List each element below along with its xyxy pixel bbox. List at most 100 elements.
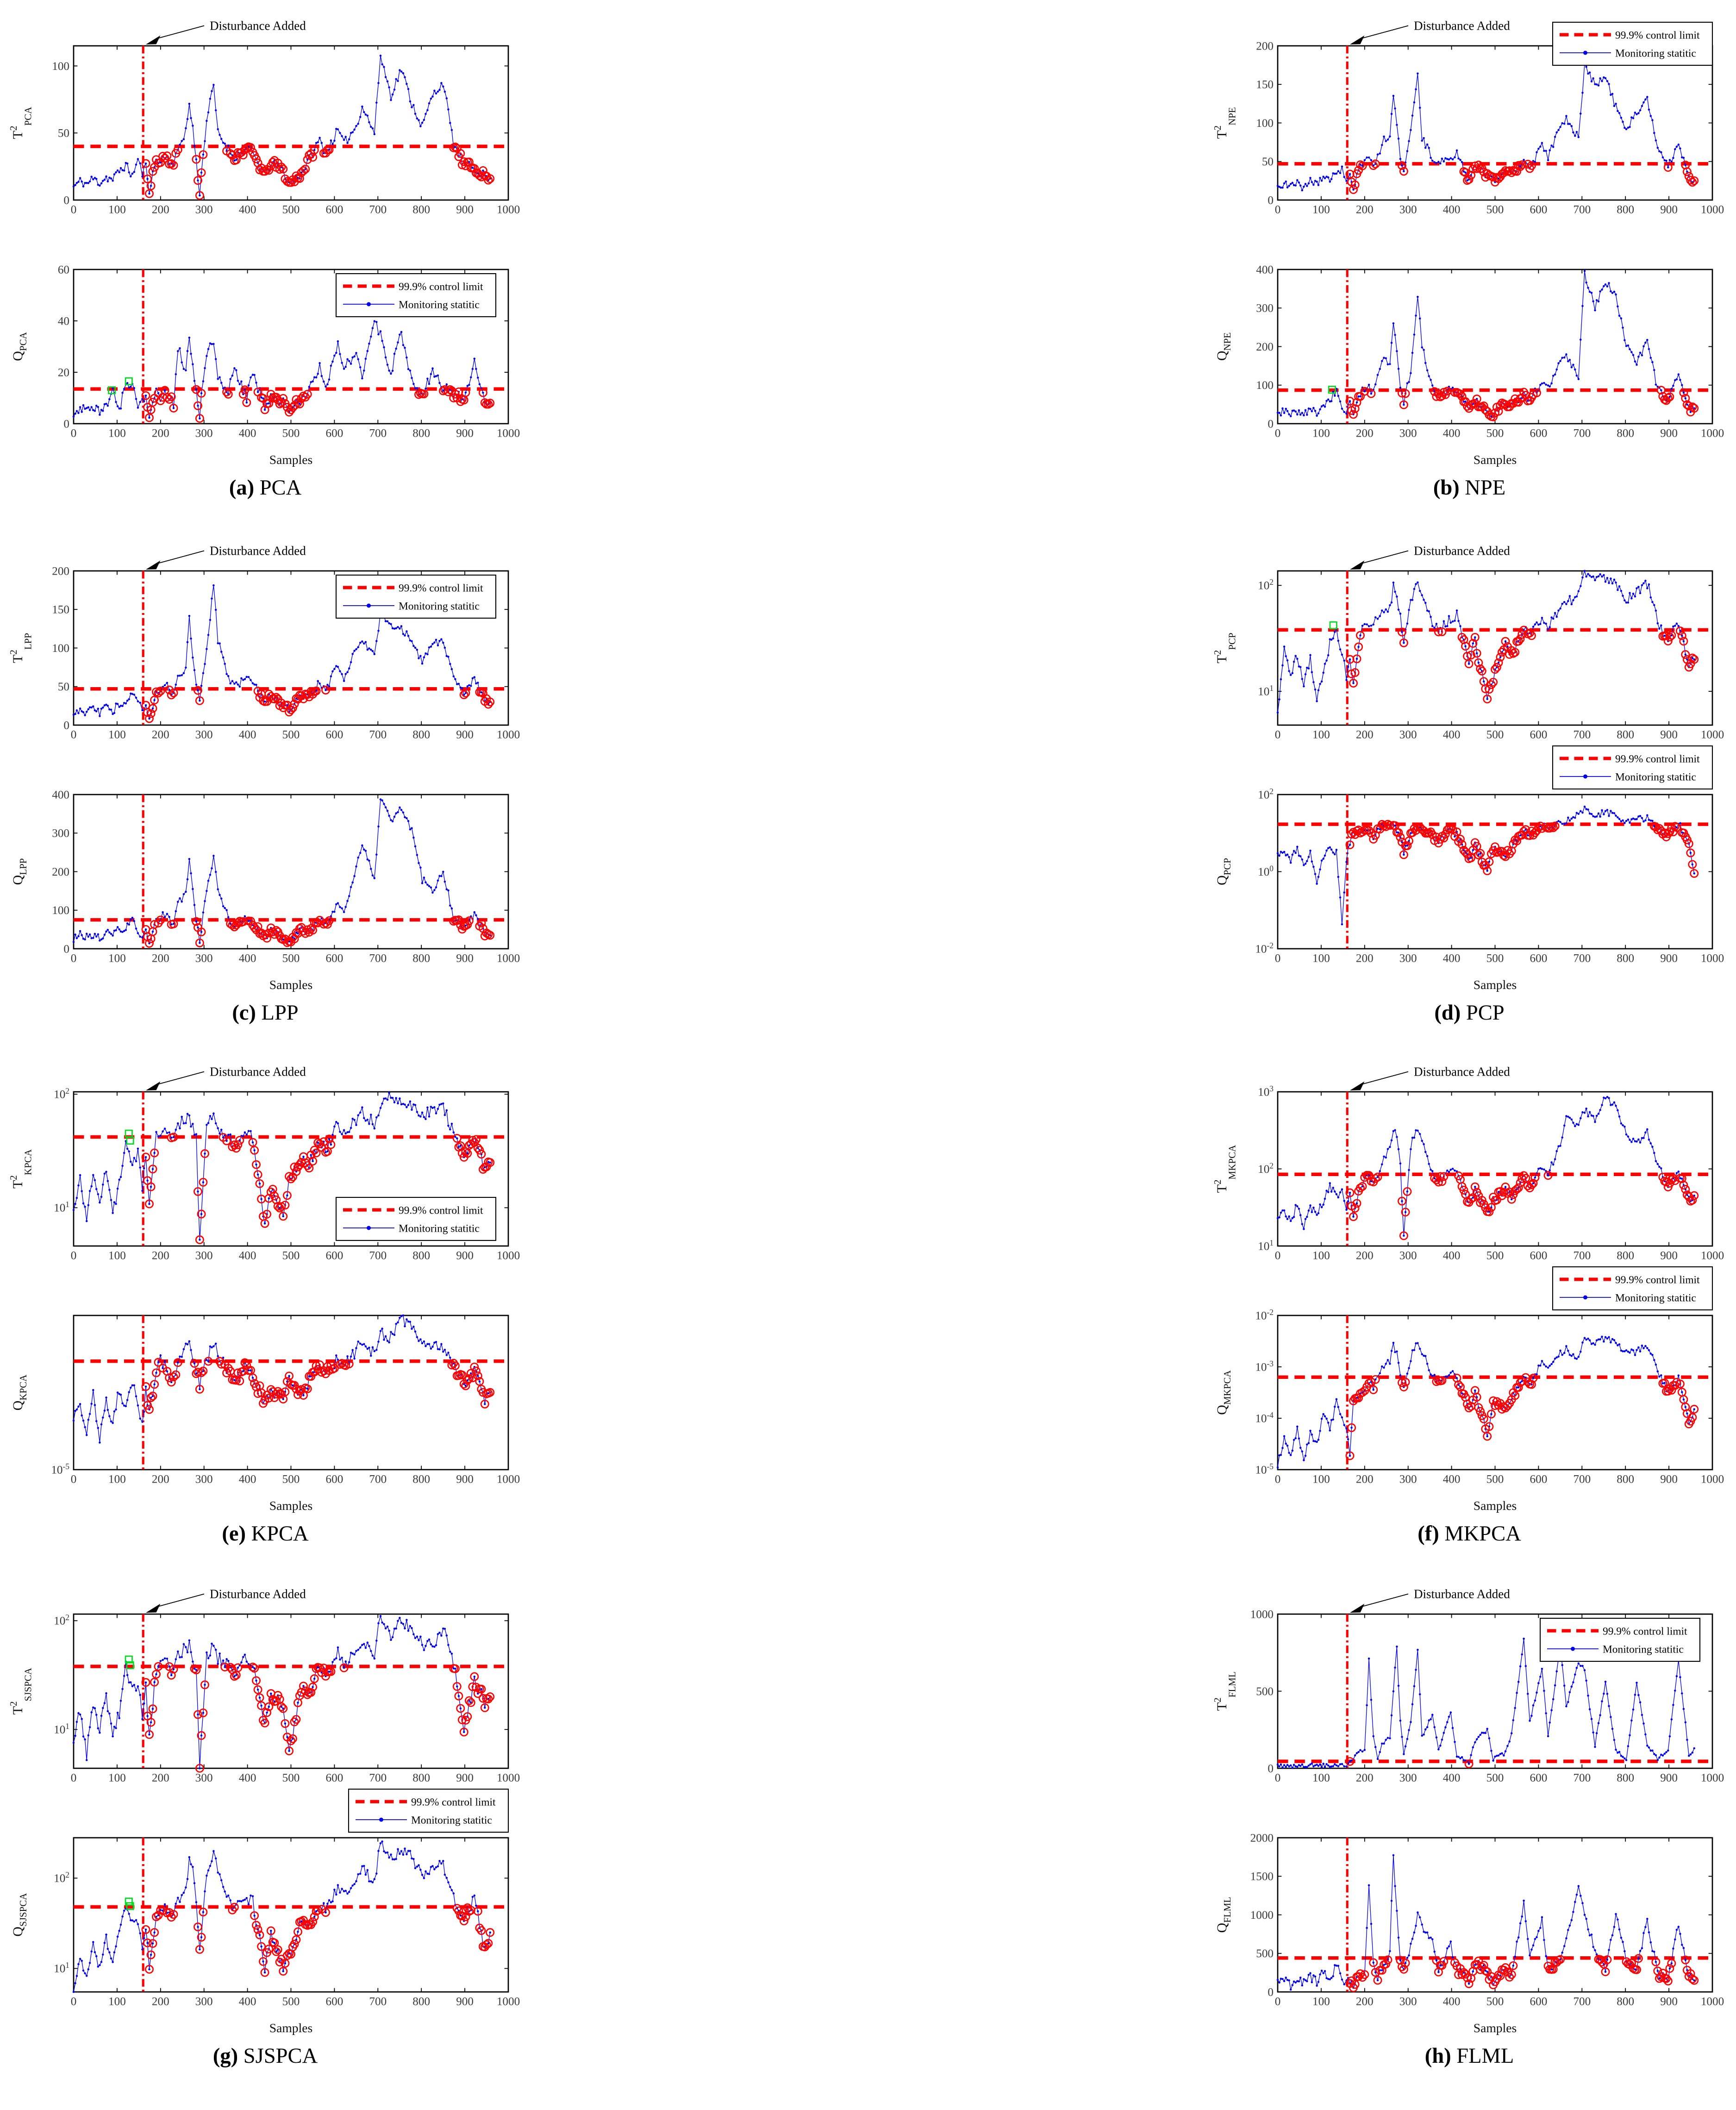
x-tick-label: 500 — [1486, 729, 1504, 741]
y-tick-label: 101 — [1258, 1238, 1274, 1253]
arrow-head-icon — [1350, 561, 1365, 570]
plot — [1277, 1315, 1712, 1470]
y-tick-label: 300 — [52, 827, 69, 840]
y-tick-label: 101 — [1258, 683, 1274, 698]
monitoring-series-line — [74, 1841, 490, 1992]
y-axis-label: QPCP — [1214, 858, 1233, 885]
y-tick-label: 100 — [1256, 379, 1274, 392]
caption-h: (h) FLML — [1425, 2044, 1514, 2068]
monitoring-series-line — [74, 800, 490, 944]
x-tick-label: 1000 — [497, 1996, 520, 2008]
x-tick-label: 800 — [1617, 1250, 1634, 1262]
y-tick-label: 10-2 — [1255, 1308, 1274, 1322]
disturbance-annotation: Disturbance Added — [1350, 1065, 1510, 1091]
y-tick-label: 0 — [1268, 418, 1274, 430]
y-axis-label: QSJSPCA — [10, 1893, 29, 1937]
x-tick-label: 600 — [1530, 952, 1548, 965]
y-axis-label: T2NPE — [1212, 107, 1238, 139]
x-tick-label: 1000 — [497, 204, 520, 216]
x-tick-label: 1000 — [497, 1250, 520, 1262]
x-tick-label: 700 — [1573, 204, 1591, 216]
legend-limit-label: 99.9% control limit — [1603, 1625, 1687, 1637]
x-tick-label: 100 — [1312, 1250, 1330, 1262]
y-tick-label: 10-5 — [51, 1462, 69, 1477]
monitoring-series-markers — [73, 1615, 491, 1769]
x-tick-label: 700 — [1573, 1772, 1591, 1784]
legend-limit-label: 99.9% control limit — [411, 1796, 496, 1808]
monitoring-series-line — [74, 1315, 490, 1443]
x-tick-label: 0 — [1275, 427, 1281, 440]
x-tick-label: 400 — [239, 952, 256, 965]
x-tick-label: 200 — [1356, 1473, 1374, 1486]
x-tick-label: 400 — [239, 729, 256, 741]
plot — [1277, 1092, 1712, 1246]
x-tick-label: 0 — [71, 1772, 77, 1784]
x-tick-label: 400 — [239, 1772, 256, 1784]
y-tick-label: 50 — [58, 681, 69, 693]
legend-stat-label: Monitoring statitic — [1615, 47, 1696, 59]
y-tick-label: 0 — [63, 418, 69, 430]
caption-g: (g) SJSPCA — [213, 2044, 318, 2068]
monitoring-series-markers — [1277, 1336, 1695, 1469]
x-tick-label: 200 — [1356, 1996, 1374, 2008]
x-tick-label: 800 — [1617, 1473, 1634, 1486]
plot — [1277, 795, 1712, 949]
x-tick-label: 600 — [1530, 1996, 1548, 2008]
x-axis-label: Samples — [269, 1498, 312, 1513]
alarm-circles — [1346, 1955, 1698, 1992]
arrow-head-icon — [1350, 1604, 1365, 1613]
x-tick-label: 600 — [326, 1996, 343, 2008]
plot — [73, 1315, 508, 1470]
x-tick-label: 900 — [1660, 952, 1678, 965]
x-tick-label: 0 — [1275, 204, 1281, 216]
y-tick-label: 100 — [1258, 864, 1274, 878]
x-tick-label: 200 — [152, 952, 169, 965]
monitoring-series-line — [1278, 271, 1694, 417]
x-tick-label: 900 — [456, 1473, 474, 1486]
caption-d: (d) PCP — [1434, 1001, 1504, 1025]
x-tick-label: 600 — [326, 1772, 343, 1784]
x-tick-label: 600 — [1530, 1772, 1548, 1784]
x-tick-label: 1000 — [1701, 1996, 1724, 2008]
x-tick-label: 700 — [1573, 952, 1591, 965]
x-tick-label: 300 — [1399, 952, 1417, 965]
monitoring-series-line — [74, 56, 490, 195]
x-axis-label: Samples — [1474, 2021, 1517, 2035]
x-tick-label: 1000 — [1701, 427, 1724, 440]
legend-stat-label: Monitoring statitic — [1603, 1643, 1684, 1655]
x-tick-label: 600 — [1530, 1250, 1548, 1262]
x-tick-label: 500 — [282, 1772, 300, 1784]
x-tick-label: 500 — [1486, 1250, 1504, 1262]
x-tick-label: 700 — [369, 427, 387, 440]
x-tick-label: 900 — [456, 204, 474, 216]
x-tick-label: 900 — [456, 1772, 474, 1784]
x-tick-label: 900 — [456, 427, 474, 440]
x-tick-label: 400 — [1443, 1996, 1461, 2008]
y-axis-label: T2SJSPCA — [8, 1667, 34, 1715]
x-tick-label: 500 — [1486, 204, 1504, 216]
disturbance-annotation-label: Disturbance Added — [210, 544, 306, 558]
x-tick-label: 100 — [1312, 952, 1330, 965]
arrow-head-icon — [1350, 36, 1365, 45]
y-tick-label: 300 — [1256, 302, 1274, 315]
disturbance-annotation: Disturbance Added — [146, 544, 306, 570]
caption-b: (b) NPE — [1433, 476, 1505, 500]
x-tick-label: 1000 — [497, 1772, 520, 1784]
x-tick-label: 400 — [239, 1250, 256, 1262]
x-tick-label: 500 — [282, 1473, 300, 1486]
y-tick-label: 60 — [58, 263, 69, 276]
arrow-head-icon — [1350, 1082, 1365, 1091]
alarm-circles — [1346, 1374, 1698, 1459]
arrow-head-icon — [146, 36, 161, 45]
x-tick-label: 0 — [71, 1996, 77, 2008]
